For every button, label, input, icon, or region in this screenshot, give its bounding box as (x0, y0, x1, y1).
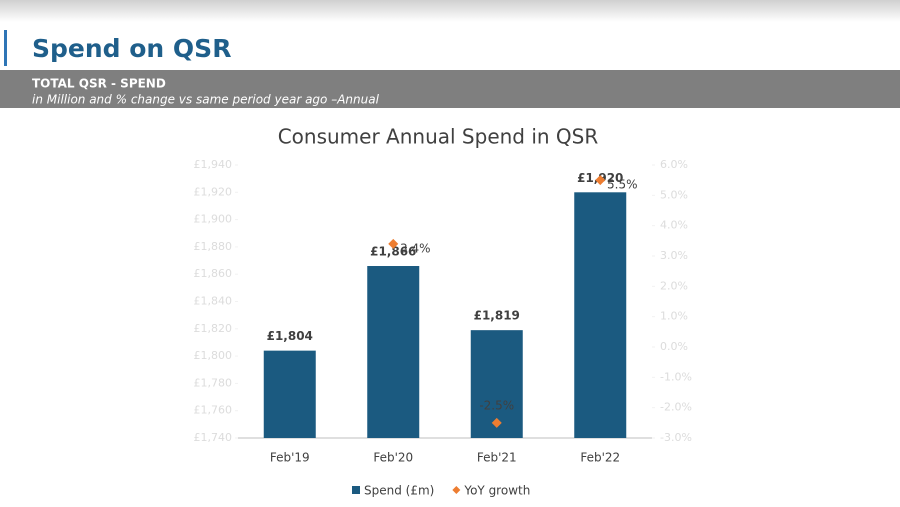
x-tick-label: Feb'21 (477, 451, 517, 465)
y-tick-label: £1,820 (194, 322, 233, 335)
point (491, 417, 502, 428)
point (388, 238, 399, 249)
band-subtitle: in Million and % change vs same period y… (32, 93, 380, 107)
bar (367, 266, 420, 438)
bar (574, 192, 627, 438)
y2-tick-label: 2.0% (660, 279, 688, 292)
y-tick-label: £1,840 (194, 295, 233, 308)
y-tick-label: £1,780 (194, 376, 233, 389)
slide-title: Spend on QSR (32, 34, 231, 63)
y-tick-label: £1,760 (194, 404, 233, 417)
band-title: TOTAL QSR - SPEND (32, 77, 166, 91)
y2-tick-label: -3.0% (660, 431, 692, 444)
legend-label: YoY growth (463, 484, 530, 498)
y2-tick-label: 4.0% (660, 219, 688, 232)
y-tick-label: £1,900 (194, 213, 233, 226)
y2-tick-label: 3.0% (660, 249, 688, 262)
accent (4, 30, 7, 66)
point (595, 175, 606, 186)
point-label: 3.4% (400, 241, 431, 255)
y-tick-label: £1,800 (194, 349, 233, 362)
x-tick-label: Feb'19 (270, 451, 310, 465)
y-tick-label: £1,920 (194, 185, 233, 198)
y2-tick-label: -1.0% (660, 370, 692, 383)
y2-tick-label: -2.0% (660, 401, 692, 414)
point-label: 5.5% (607, 178, 638, 192)
bar-label: £1,819 (474, 309, 520, 323)
band (0, 70, 900, 108)
point-label: -2.5% (479, 398, 514, 412)
y-tick-label: £1,880 (194, 240, 233, 253)
bar (263, 350, 316, 438)
x-tick-label: Feb'20 (373, 451, 413, 465)
legend-swatch (352, 486, 360, 494)
y-tick-label: £1,940 (194, 158, 233, 171)
bar-label: £1,866 (370, 245, 416, 259)
legend-label: Spend (£m) (364, 484, 434, 498)
y-tick-label: £1,740 (194, 431, 233, 444)
legend-swatch (452, 486, 461, 494)
chart-title: Consumer Annual Spend in QSR (278, 125, 599, 149)
y-tick-label: £1,860 (194, 267, 233, 280)
y2-tick-label: 5.0% (660, 188, 688, 201)
y2-tick-label: 6.0% (660, 158, 688, 171)
y2-tick-label: 1.0% (660, 310, 688, 323)
top-shade (0, 0, 900, 22)
y2-tick-label: 0.0% (660, 340, 688, 353)
x-tick-label: Feb'22 (580, 451, 620, 465)
bar-label: £1,804 (267, 329, 313, 343)
